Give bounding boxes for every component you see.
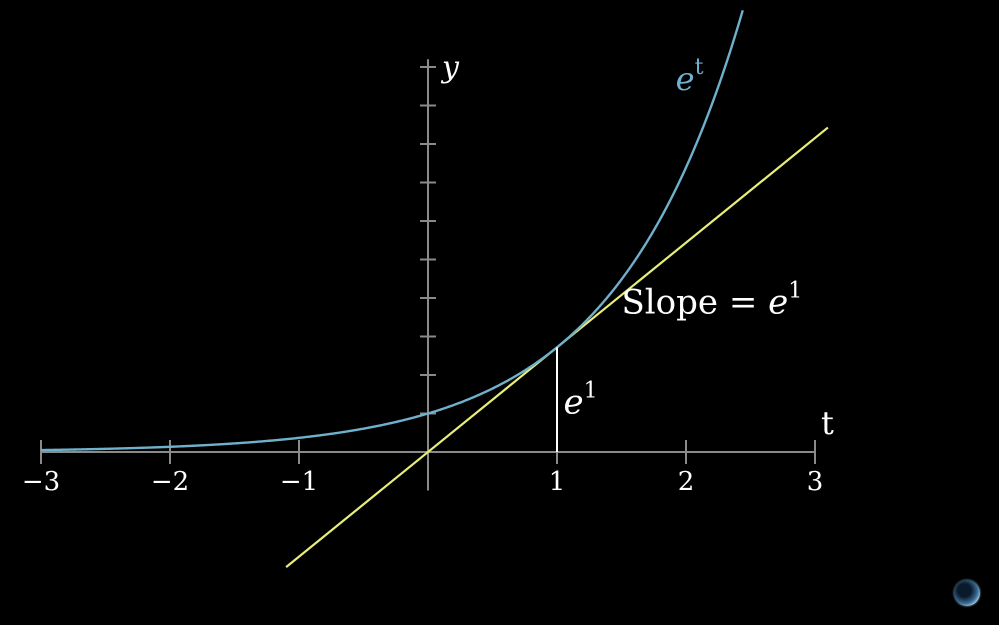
curve-label-et: et — [676, 55, 704, 98]
height-sup: 1 — [584, 379, 598, 404]
slope-annotation: Slope = e1 — [622, 278, 803, 322]
x-tick-label: −3 — [22, 467, 60, 497]
x-axis-label: t — [821, 404, 834, 442]
height-annotation: e1 — [563, 379, 597, 423]
x-tick-label: 2 — [678, 467, 695, 497]
x-tick-label: 1 — [549, 467, 566, 497]
slope-text: Slope = — [622, 282, 769, 322]
axes — [41, 59, 815, 491]
x-tick-label: −2 — [151, 467, 189, 497]
tick-labels: −3 −2 −1 1 2 3 — [22, 467, 823, 497]
x-tick-label: 3 — [807, 467, 824, 497]
curve-label-base: e — [676, 60, 695, 98]
curve-label-sup: t — [695, 55, 704, 80]
y-axis-label: y — [440, 50, 460, 85]
height-base: e — [563, 383, 583, 423]
exp-curve — [40, 9, 744, 452]
x-tick-label: −1 — [280, 467, 318, 497]
corner-badge-icon — [954, 580, 980, 606]
slope-sup: 1 — [788, 278, 802, 303]
slope-base: e — [768, 282, 788, 322]
